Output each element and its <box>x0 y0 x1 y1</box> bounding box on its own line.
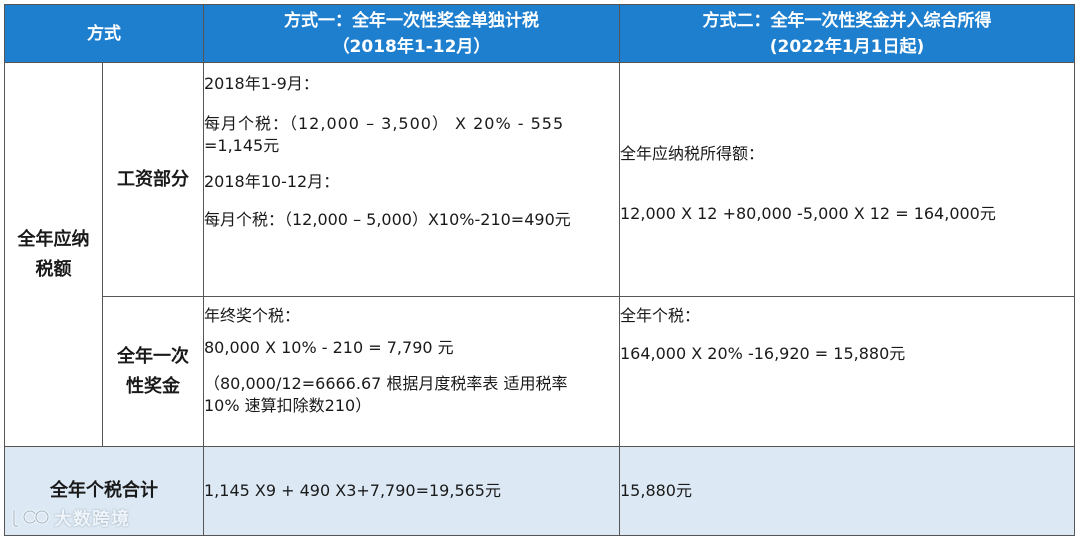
option2-income-calc: 12,000 X 12 +80,000 -5,000 X 12 = 164,00… <box>620 203 996 223</box>
header-option2-period: (2022年1月1日起) <box>769 36 925 57</box>
option2-income-cell: 全年应纳税所得额： 12,000 X 12 +80,000 -5,000 X 1… <box>619 62 1075 297</box>
header-option1-title: 方式一：全年一次性奖金单独计税 <box>284 10 539 31</box>
total-option2-cell: 15,880元 <box>619 446 1075 536</box>
watermark: 大数跨境 <box>10 505 130 531</box>
salary-period1: 2018年1-9月： <box>204 74 319 93</box>
tax-comparison-table: 方式 方式一：全年一次性奖金单独计税 （2018年1-12月） 方式二：全年一次… <box>4 4 1075 536</box>
total-option2-value: 15,880元 <box>620 481 692 500</box>
option2-tax-calc: 164,000 X 20% -16,920 = 15,880元 <box>620 344 906 363</box>
header-option2-cell: 方式二：全年一次性奖金并入综合所得 (2022年1月1日起) <box>619 4 1075 63</box>
taxable-amount-label-cell: 全年应纳 税额 <box>4 62 103 447</box>
total-option1-value: 1,145 X9 + 490 X3+7,790=19,565元 <box>204 481 501 500</box>
taxable-amount-label-line1: 全年应纳 <box>17 228 90 250</box>
salary-calc1-line1: 每月个税：（12,000 – 3,500） X 20% - 555 <box>204 114 565 133</box>
watermark-text: 大数跨境 <box>54 509 130 530</box>
header-row: 方式 方式一：全年一次性奖金单独计税 （2018年1-12月） 方式二：全年一次… <box>4 4 1075 63</box>
option2-tax-cell: 全年个税： 164,000 X 20% -16,920 = 15,880元 <box>619 296 1075 447</box>
bonus-row: 全年一次 性奖金 年终奖个税： 80,000 X 10% - 210 = 7,7… <box>5 296 1075 447</box>
salary-label: 工资部分 <box>117 168 189 190</box>
bonus-label-line1: 全年一次 <box>117 345 189 367</box>
option2-income-title: 全年应纳税所得额： <box>620 143 765 163</box>
bonus-calc: 80,000 X 10% - 210 = 7,790 元 <box>204 338 454 357</box>
header-method-cell: 方式 <box>4 4 204 63</box>
salary-calc2: 每月个税：（12,000 – 5,000）X10%-210=490元 <box>204 210 571 229</box>
bonus-label-line2: 性奖金 <box>126 375 180 397</box>
watermark-logo-icon <box>12 508 50 528</box>
bonus-title: 年终奖个税： <box>204 306 301 325</box>
option2-tax-title: 全年个税： <box>620 306 701 325</box>
header-option1-period: （2018年1-12月） <box>332 36 491 57</box>
bonus-label-cell: 全年一次 性奖金 <box>102 296 204 447</box>
salary-row: 全年应纳 税额 工资部分 2018年1-9月： 每月个税：（12,000 – 3… <box>4 62 1075 447</box>
salary-calc1-line2: =1,145元 <box>204 136 280 155</box>
taxable-amount-label-line2: 税额 <box>35 258 72 280</box>
header-option2-title: 方式二：全年一次性奖金并入综合所得 <box>702 10 992 31</box>
salary-label-cell: 工资部分 <box>102 62 204 297</box>
bonus-note-line2: 10% 速算扣除数210） <box>204 396 372 415</box>
total-row: 全年个税合计 1,145 X9 + 490 X3+7,790=19,565元 1… <box>4 446 1075 536</box>
total-label: 全年个税合计 <box>50 480 158 501</box>
total-option1-cell: 1,145 X9 + 490 X3+7,790=19,565元 <box>203 446 620 536</box>
salary-period2: 2018年10-12月： <box>204 172 340 191</box>
salary-option1-cell: 2018年1-9月： 每月个税：（12,000 – 3,500） X 20% -… <box>203 62 620 297</box>
bonus-note-line1: （80,000/12=6666.67 根据月度税率表 适用税率 <box>204 374 568 393</box>
header-option1-cell: 方式一：全年一次性奖金单独计税 （2018年1-12月） <box>203 4 620 63</box>
header-method-label: 方式 <box>87 23 121 44</box>
bonus-option1-cell: 年终奖个税： 80,000 X 10% - 210 = 7,790 元 （80,… <box>203 296 620 447</box>
